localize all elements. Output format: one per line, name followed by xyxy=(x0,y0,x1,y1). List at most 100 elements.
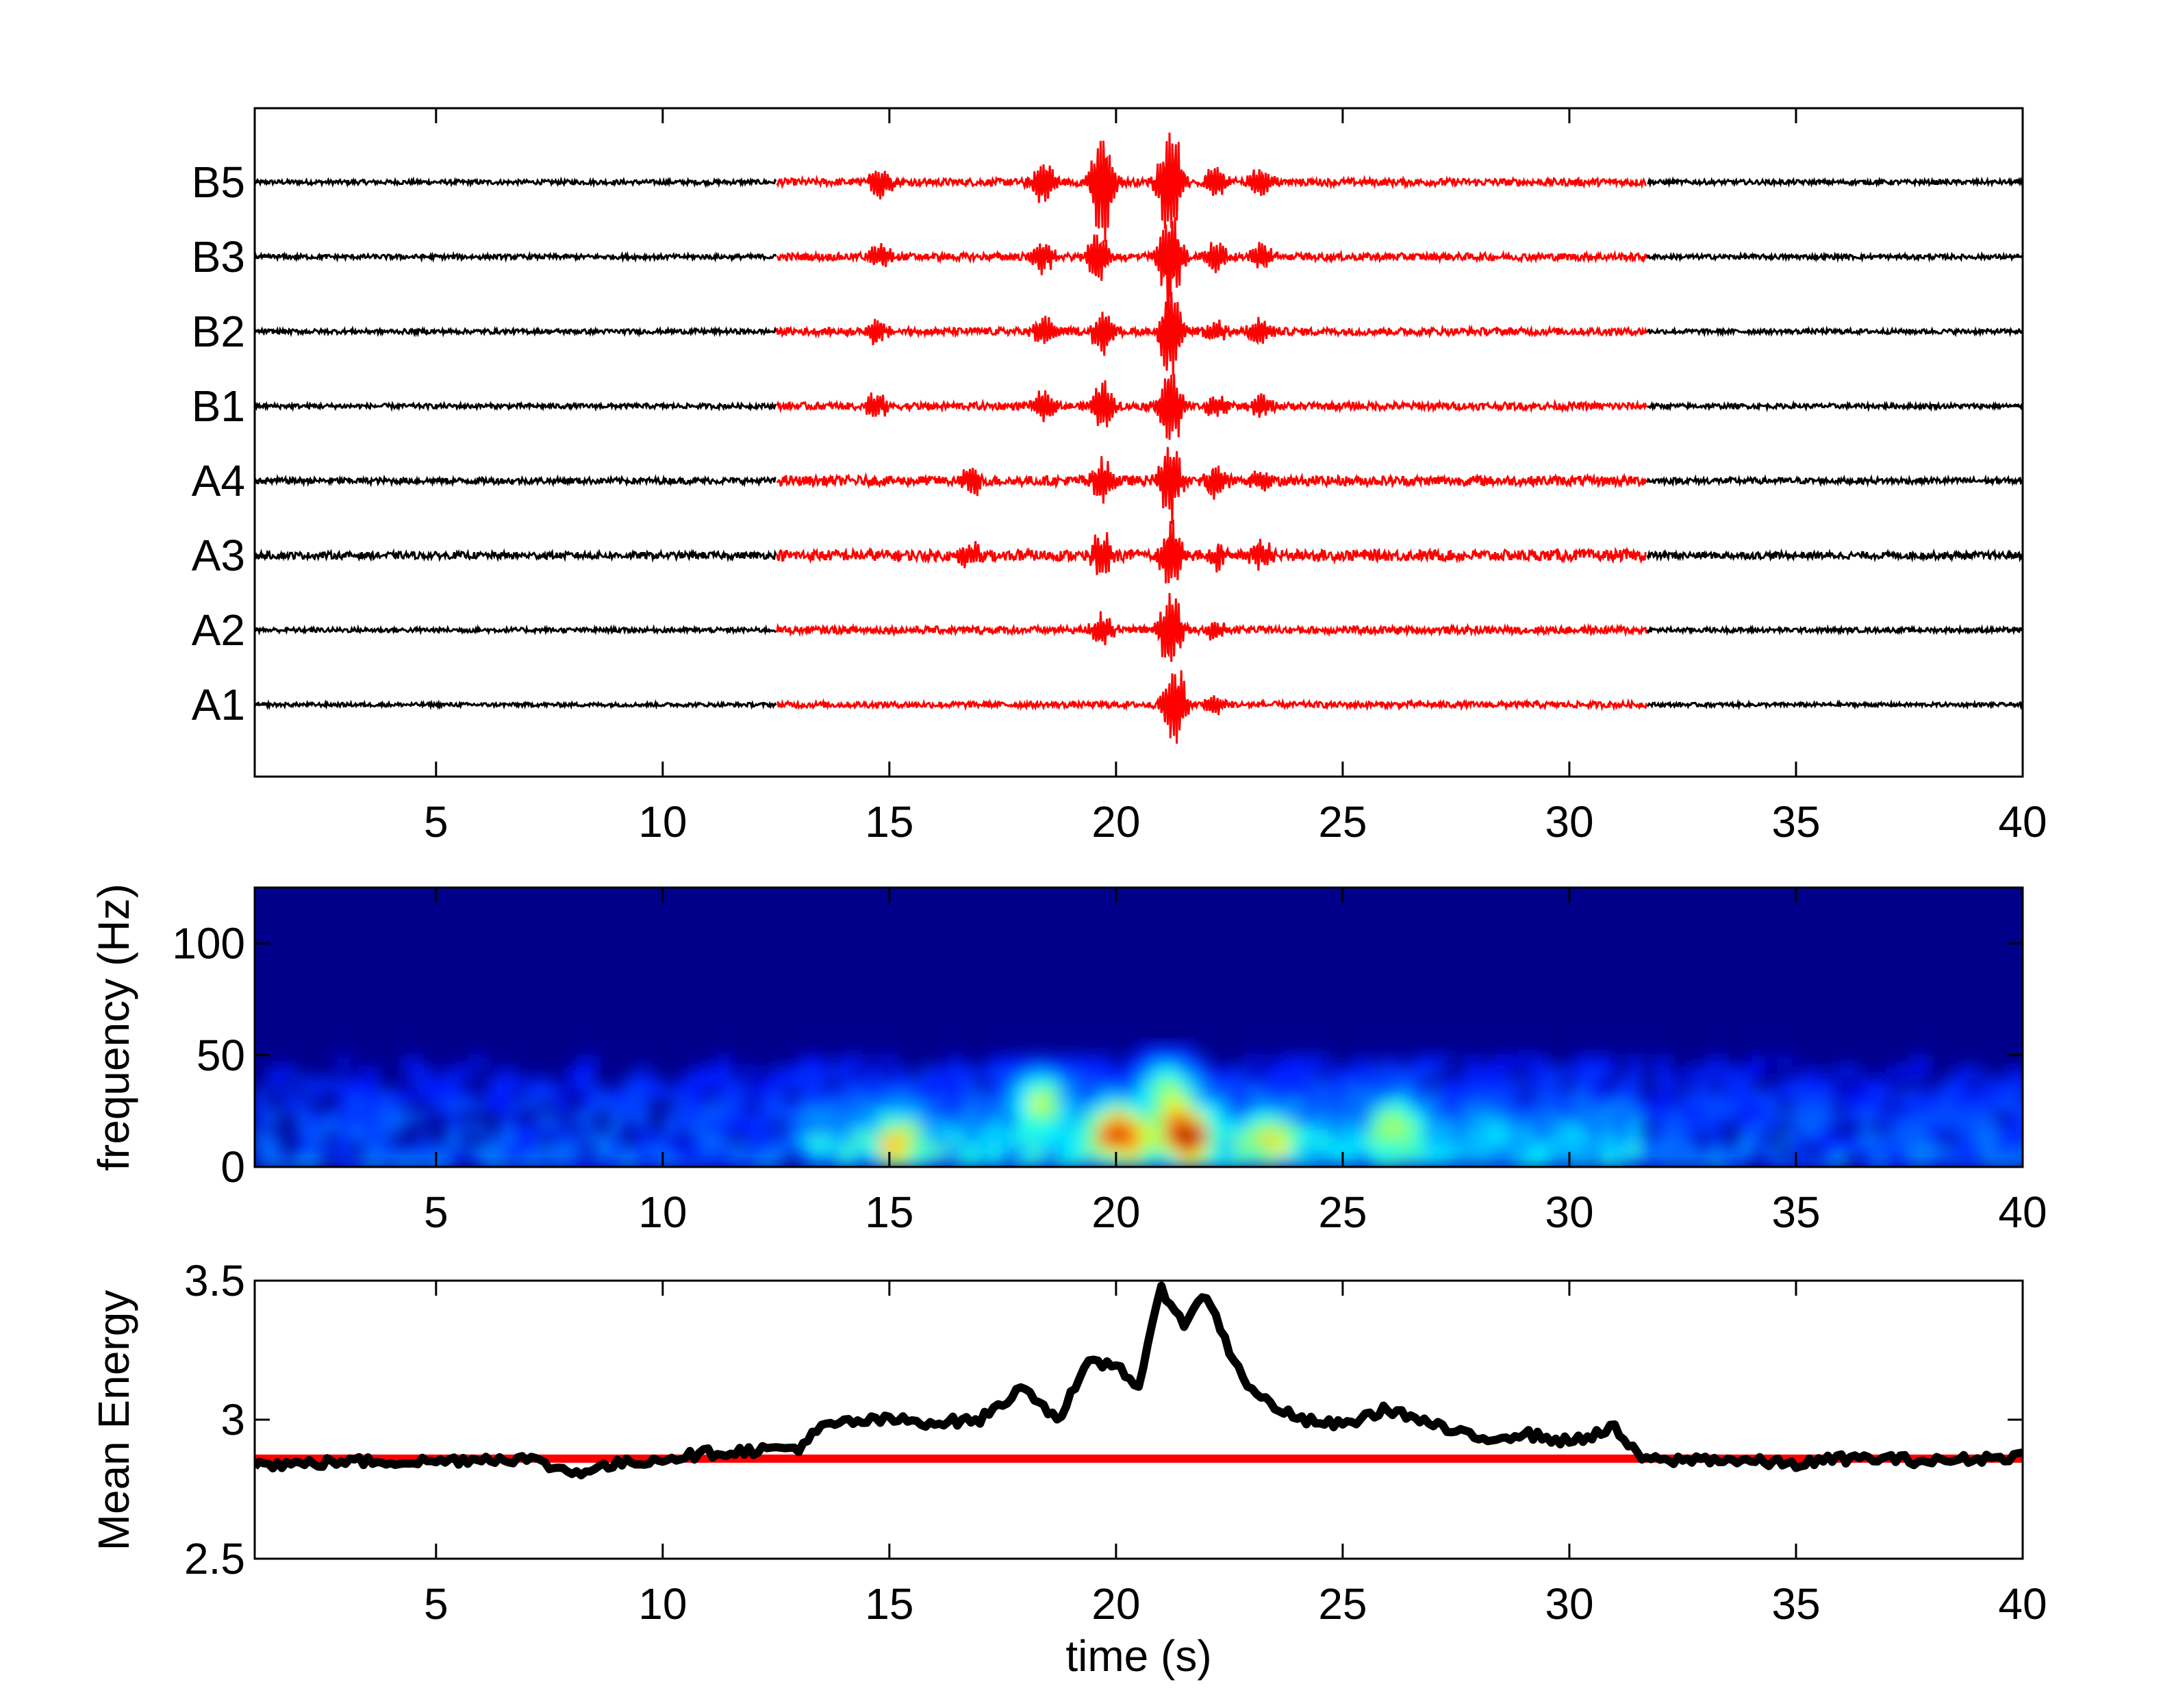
spectrogram-cell xyxy=(1492,1055,1507,1068)
spectrogram-cell xyxy=(309,1144,324,1157)
spectrogram-cell xyxy=(1030,1066,1044,1079)
spectrogram-cell xyxy=(1641,1111,1656,1123)
spectrogram-cell xyxy=(1342,1111,1357,1123)
spectrogram-cell xyxy=(1819,1155,1833,1167)
spectrogram-cell xyxy=(404,1055,419,1068)
spec-y-tick-label: 100 xyxy=(172,919,245,968)
spectrogram-cell xyxy=(255,1088,269,1101)
spectrogram-cell xyxy=(1274,1077,1289,1090)
spectrogram-cell xyxy=(771,1066,786,1079)
spectrogram-cell xyxy=(635,1088,650,1101)
spectrogram-cell xyxy=(323,1111,338,1123)
spectrogram-cell xyxy=(662,1122,677,1134)
spectrogram-cell xyxy=(1764,1088,1779,1101)
spectrogram-cell xyxy=(608,1122,623,1134)
spectrogram-cell xyxy=(1995,1088,2010,1101)
trace-B5-pre xyxy=(255,176,777,188)
energy-y-tick-label: 3.5 xyxy=(184,1256,245,1305)
spectrogram-cell xyxy=(350,1155,364,1167)
spectrogram-cell xyxy=(1016,1133,1031,1146)
spectrogram-cell xyxy=(1369,1088,1385,1101)
spectrogram-cell xyxy=(1519,1055,1534,1068)
spectrogram-cell xyxy=(2009,1122,2023,1134)
spectrogram-cell xyxy=(1261,1122,1276,1134)
spectrogram-cell xyxy=(1641,1100,1656,1112)
spectrogram-cell xyxy=(1057,1144,1072,1157)
spectrogram-cell xyxy=(798,1055,813,1068)
spectrogram-cell xyxy=(1329,1111,1343,1123)
spectrogram-cell xyxy=(581,1055,596,1068)
spectrogram-cell xyxy=(961,1077,976,1090)
spectrogram-cell xyxy=(1696,1088,1711,1101)
spectrogram-cell xyxy=(336,1144,351,1157)
spectrogram-cell xyxy=(1954,1111,1969,1123)
spectrogram-cell xyxy=(1900,1111,1915,1123)
spectrogram-cell xyxy=(1179,1122,1194,1134)
spectrogram-cell xyxy=(581,1155,596,1167)
spectrogram-cell xyxy=(431,1088,446,1101)
spectrogram-cell xyxy=(1315,1100,1330,1112)
spectrogram-cell xyxy=(798,1133,813,1146)
spectrogram-cell xyxy=(377,1122,392,1134)
spectrogram-cell xyxy=(826,1088,841,1101)
spectrogram-cell xyxy=(1030,1077,1044,1090)
channel-label: A3 xyxy=(192,531,245,580)
spectrogram-cell xyxy=(1193,1155,1208,1167)
spectrogram-cell xyxy=(1968,1122,1983,1134)
spectrogram-cell xyxy=(935,1133,949,1146)
spectrogram-cell xyxy=(281,1100,296,1112)
spectrogram-cell xyxy=(1070,1077,1085,1090)
spectrogram-cell xyxy=(268,1133,283,1146)
spectrogram-cell xyxy=(1084,1100,1099,1112)
spectrogram-cell xyxy=(608,1111,623,1123)
spectrogram-cell xyxy=(975,1122,990,1134)
spectrogram-cell xyxy=(472,1055,487,1068)
spectrogram-cell xyxy=(1519,1100,1534,1112)
spectrogram-cell xyxy=(608,1155,623,1167)
spectrogram-cell xyxy=(390,1111,405,1123)
spectrogram-cell xyxy=(1193,1066,1208,1079)
spectrogram-cell xyxy=(458,1066,473,1079)
spectrogram-cell xyxy=(363,1111,378,1123)
spectrogram-cell xyxy=(350,1122,364,1134)
spectrogram-cell xyxy=(1234,1066,1248,1079)
energy-y-tick-label: 2.5 xyxy=(184,1534,245,1583)
spectrogram-cell xyxy=(1411,1144,1426,1157)
spectrogram-cell xyxy=(1873,1100,1888,1112)
spectrogram-cell xyxy=(948,1155,963,1167)
spectrogram-cell xyxy=(1723,1088,1738,1101)
energy-x-tick-label: 10 xyxy=(638,1579,687,1629)
spectrogram-cell xyxy=(1206,1111,1222,1123)
spectrogram-cell xyxy=(1587,1144,1602,1157)
spectrogram-cell xyxy=(1125,1133,1139,1146)
trace-A1-pre xyxy=(255,699,777,711)
spectrogram-cell xyxy=(1302,1066,1317,1079)
spectrogram-cell xyxy=(377,1155,392,1167)
spectrogram-cell xyxy=(1928,1133,1942,1146)
spectrogram-cell xyxy=(1383,1055,1398,1068)
spectrogram-cell xyxy=(431,1155,446,1167)
spectrogram-cell xyxy=(894,1077,909,1090)
spectrogram-cell xyxy=(1030,1055,1044,1068)
spectrogram-cell xyxy=(295,1077,310,1090)
spectrogram-cell xyxy=(1805,1077,1820,1090)
spectrogram-cell xyxy=(404,1155,419,1167)
channel-label: A4 xyxy=(192,456,245,505)
spectrogram-cell xyxy=(1995,1133,2010,1146)
spectrogram-cell xyxy=(1424,1111,1439,1123)
spectrogram-cell xyxy=(1778,1055,1793,1068)
spectrogram-cell xyxy=(1465,1088,1480,1101)
spectrogram-cell xyxy=(1152,1044,1167,1056)
energy-lines xyxy=(255,1281,2023,1480)
spectrogram-cell xyxy=(1193,1088,1208,1101)
spectrogram-cell xyxy=(812,1088,827,1101)
spectrogram-cell xyxy=(1832,1088,1847,1101)
spectrogram-cell xyxy=(1710,1144,1725,1157)
spectrogram-cell xyxy=(1832,1111,1847,1123)
spectrogram-cell xyxy=(1247,1088,1262,1101)
spectrogram-cell xyxy=(1546,1111,1561,1123)
spectrogram-cell xyxy=(989,1055,1004,1068)
spectrogram-cell xyxy=(1750,1144,1765,1157)
spectrogram-cell xyxy=(1220,1155,1235,1167)
trace-A1-post xyxy=(1646,699,2023,711)
